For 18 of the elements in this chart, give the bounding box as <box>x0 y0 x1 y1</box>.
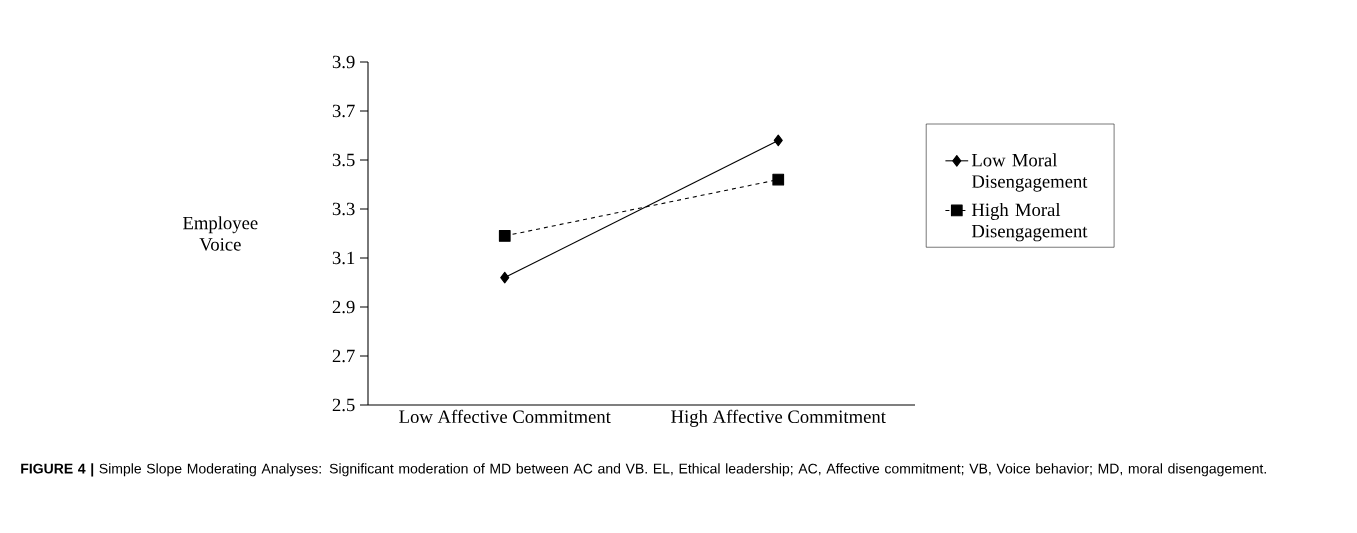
y-tick-label: 3.1 <box>332 251 355 265</box>
point <box>500 271 510 284</box>
legend-label: Low Moral Disengagement <box>971 153 1088 192</box>
y-axis-title: Employee Voice <box>183 216 258 251</box>
x-tick-label: Low Affective Commitment <box>399 409 611 424</box>
y-tick-label: 3.7 <box>332 104 355 118</box>
point <box>773 134 783 147</box>
point <box>772 173 785 186</box>
legend-label: High Moral Disengagement <box>971 202 1088 242</box>
y-tick-label: 2.7 <box>332 349 355 363</box>
y-tick-label: 2.5 <box>332 398 355 412</box>
x-tick-label: High Affective Commitment <box>671 409 886 427</box>
y-tick-label: 3.3 <box>332 202 355 216</box>
y-tick-label: 3.9 <box>332 55 355 69</box>
point <box>498 230 511 242</box>
y-tick-label: 2.9 <box>332 300 355 314</box>
y-tick-label: 3.5 <box>332 153 355 167</box>
text: FIGURE 4 | Simple Slope Moderating Analyses: Significant moderation of MD between AC and VB. EL, Ethical leadership; AC, Affective commitment; VB, Voice behavior; MD, moral disengagement. <box>21 463 1266 477</box>
